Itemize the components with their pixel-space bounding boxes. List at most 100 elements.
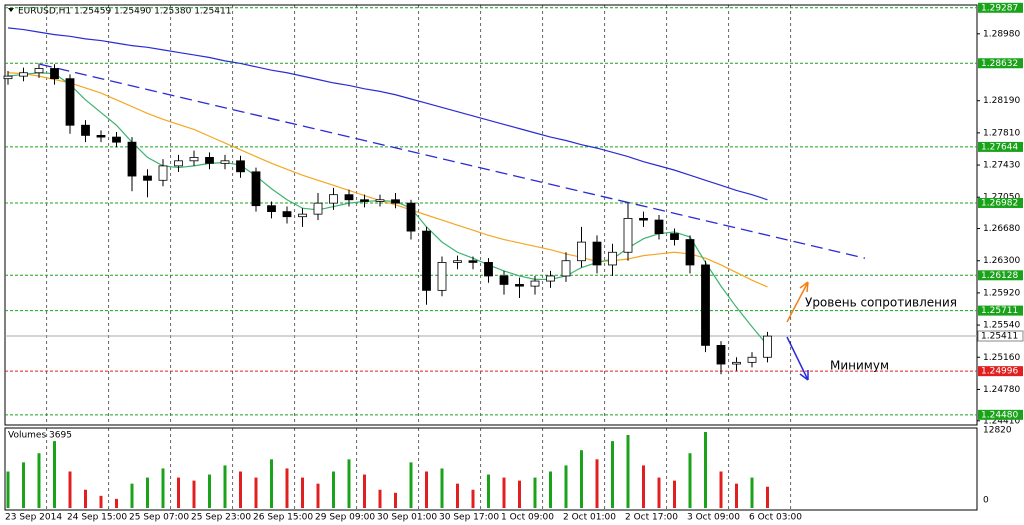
current-price-box [977, 330, 1024, 342]
y-tick-label: 1.27810 [983, 128, 1020, 138]
candle-body [50, 68, 59, 80]
candle-body [298, 213, 307, 218]
x-tick-label: 25 Sep 23:00 [191, 513, 251, 523]
support-line-label: 1.24996 [981, 367, 1018, 377]
current-price-label: 1.25411 [981, 332, 1018, 342]
candle-body [577, 241, 586, 262]
x-tick-label: 25 Sep 07:00 [129, 513, 189, 523]
candle-body [360, 199, 369, 202]
candle-body [81, 124, 90, 136]
volume-tick-label: 12820 [983, 426, 1012, 436]
candle-body [732, 361, 741, 365]
level-line-label: 1.26128 [981, 271, 1018, 281]
level-line-box [978, 305, 1023, 316]
candle-body [716, 345, 726, 365]
candle-body [143, 175, 152, 181]
candle-body [313, 202, 323, 215]
y-tick-label: 1.24410 [983, 416, 1020, 426]
candle-body [484, 262, 493, 277]
candle-body [19, 72, 28, 77]
candle-body [530, 280, 540, 287]
candle-body [701, 264, 710, 346]
candle-body [189, 157, 199, 162]
support-line-box [978, 366, 1023, 377]
candle-body [282, 211, 292, 218]
y-tick-label: 1.25920 [983, 288, 1020, 298]
candle-body [34, 68, 44, 74]
y-tick-label: 1.26300 [983, 256, 1020, 266]
x-tick-label: 2 Oct 17:00 [625, 513, 678, 523]
candle-body [608, 251, 617, 266]
x-tick-label: 23 Sep 2014 [5, 513, 62, 523]
candle-body [592, 241, 602, 266]
candle-body [174, 160, 183, 167]
candle-body [685, 239, 695, 266]
level-line-box [978, 58, 1023, 69]
level-line-box [978, 2, 1023, 13]
candle-body [654, 219, 664, 235]
menu-icon[interactable] [8, 8, 14, 12]
y-tick-label: 1.24780 [983, 385, 1020, 395]
candle-body [422, 230, 431, 291]
candle-body [344, 194, 354, 201]
level-line-box [978, 141, 1023, 152]
x-tick-label: 6 Oct 03:00 [749, 513, 802, 523]
candle-body [3, 75, 13, 80]
level-line-label: 1.26982 [981, 198, 1018, 208]
x-tick-label: 30 Sep 01:00 [377, 513, 437, 523]
candle-body [251, 171, 261, 207]
candle-body [65, 78, 75, 126]
annotation: Минимум [830, 359, 889, 373]
moving-average [7, 72, 768, 288]
x-tick-label: 29 Sep 09:00 [315, 513, 375, 523]
level-line-box [978, 270, 1023, 281]
candle-body [375, 199, 385, 202]
y-tick-label: 1.28190 [983, 96, 1020, 106]
x-tick-label: 3 Oct 09:00 [687, 513, 740, 523]
level-line-label: 1.24480 [981, 410, 1018, 420]
candle-body [747, 356, 757, 363]
candle-body [515, 284, 524, 287]
candle-body [236, 160, 245, 173]
candle-body [623, 217, 633, 253]
x-tick-label: 26 Sep 15:00 [253, 513, 313, 523]
candle-body [639, 217, 648, 221]
candle-body [468, 260, 478, 263]
volume-tick-label: 0 [983, 496, 989, 506]
trend-line [39, 63, 866, 259]
candle-body [158, 165, 168, 181]
x-tick-label: 30 Sep 17:00 [439, 513, 499, 523]
price-pane [4, 4, 978, 426]
volume-title: Volumes 3695 [8, 431, 72, 441]
y-tick-label: 1.25160 [983, 353, 1020, 363]
y-tick-label: 1.28980 [983, 29, 1020, 39]
x-tick-label: 1 Oct 09:00 [501, 513, 554, 523]
candle-body [127, 141, 137, 177]
candle-body [670, 233, 679, 240]
arrow-up [786, 281, 809, 323]
chart-title: EURUSD,H1 1.25459 1.25490 1.25380 1.2541… [18, 7, 231, 17]
level-line-label: 1.25711 [981, 306, 1018, 316]
candle-body [406, 202, 416, 232]
level-line-label: 1.28632 [981, 59, 1018, 69]
annotation: Уровень сопротивления [805, 296, 957, 310]
candle-body [763, 335, 772, 358]
level-line-label: 1.29287 [981, 3, 1018, 13]
moving-average [7, 27, 768, 201]
x-tick-label: 2 Oct 01:00 [563, 513, 616, 523]
candle-body [112, 136, 121, 143]
candle-body [267, 205, 276, 213]
y-tick-label: 1.27050 [983, 193, 1020, 203]
candle-body [453, 260, 462, 263]
candle-body [437, 262, 447, 291]
candle-body [546, 275, 555, 282]
candle-body [96, 135, 106, 138]
candle-body [561, 260, 571, 277]
x-tick-label: 24 Sep 15:00 [67, 513, 127, 523]
candle-body [329, 194, 338, 204]
candle-body [220, 160, 230, 164]
candle-body [205, 157, 214, 164]
level-line-label: 1.27644 [981, 142, 1018, 152]
y-tick-label: 1.25540 [983, 321, 1020, 331]
